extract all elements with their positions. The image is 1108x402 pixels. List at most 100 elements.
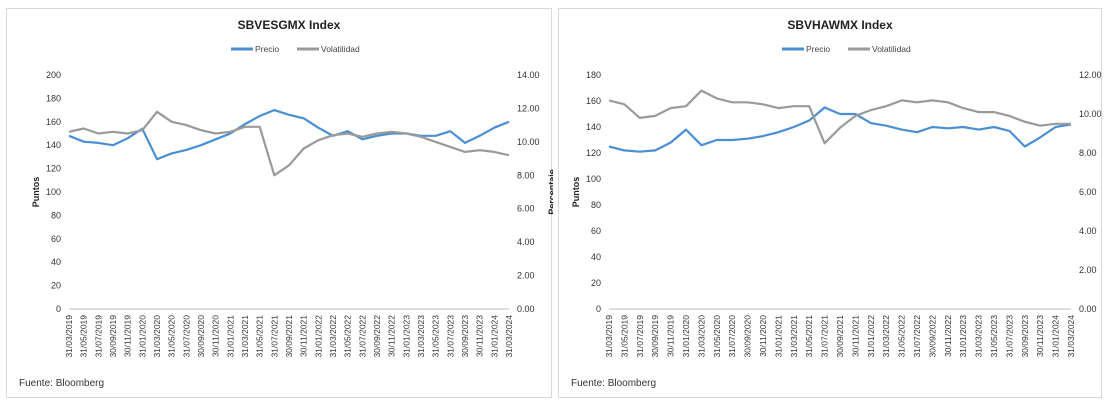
legend-label: Precio [806, 44, 830, 54]
x-tick-label: 30/09/2019 [108, 315, 118, 358]
x-tick-label: 31/01/2022 [866, 315, 876, 358]
x-tick-label: 31/07/2023 [445, 315, 455, 358]
y-axis-title: Puntos [571, 177, 581, 208]
y2-tick-label: 6.00 [1079, 187, 1097, 197]
series-line-precio [608, 106, 1072, 153]
x-tick-label: 30/11/2019 [123, 315, 133, 357]
y-tick-label: 180 [46, 93, 61, 103]
y-tick-label: 140 [586, 122, 601, 132]
x-tick-label: 30/11/2019 [666, 315, 676, 357]
y2-tick-label: 6.00 [517, 204, 535, 214]
x-tick-label: 31/03/2021 [789, 315, 799, 358]
y2-tick-label: 0.00 [517, 304, 535, 314]
y-tick-label: 80 [591, 200, 601, 210]
x-tick-label: 31/07/2021 [820, 315, 830, 358]
chart-title: SBVESGMX Index [238, 18, 341, 32]
chart-panel-sbvesgmx: SBVESGMX Index Precio Volatilidad 0 20 40 60 80… [6, 8, 553, 398]
x-tick-label: 31/01/2024 [1051, 315, 1061, 358]
x-tick-label: 31/01/2023 [958, 315, 968, 358]
x-tick-label: 31/03/2024 [1066, 315, 1076, 358]
y-tick-label: 160 [46, 117, 61, 127]
y-tick-label: 120 [46, 164, 61, 174]
x-tick-label: 31/07/2022 [357, 315, 367, 358]
y-tick-label: 0 [596, 304, 601, 314]
x-tick-label: 31/01/2021 [225, 315, 235, 358]
legend: Precio Volatilidad [782, 44, 911, 54]
x-tick-label: 30/11/2023 [1035, 315, 1045, 357]
x-tick-label: 30/09/2023 [460, 315, 470, 358]
x-tick-label: 31/01/2023 [401, 315, 411, 358]
y2-tick-label: 4.00 [1079, 226, 1097, 236]
y-tick-label: 180 [586, 70, 601, 80]
x-tick-label: 31/03/2021 [240, 315, 250, 358]
x-tick-label: 30/11/2022 [943, 315, 953, 357]
x-tick-label: 31/05/2022 [897, 315, 907, 358]
x-tick-label: 30/09/2023 [1020, 315, 1030, 358]
x-tick-label: 31/07/2021 [269, 315, 279, 358]
y2-tick-label: 8.00 [517, 170, 535, 180]
x-tick-label: 31/07/2022 [912, 315, 922, 358]
x-tick-label: 30/11/2021 [299, 315, 309, 357]
x-tick-label: 31/01/2020 [137, 315, 147, 358]
x-tick-label: 31/01/2020 [681, 315, 691, 358]
chart-title: SBVHAWMX Index [787, 18, 893, 32]
y2-tick-label: 8.00 [1079, 148, 1097, 158]
y-axis-title: Puntos [31, 177, 41, 208]
x-tick-label: 30/09/2021 [284, 315, 294, 358]
y-tick-label: 100 [586, 174, 601, 184]
chart-panel-sbvhawmx: SBVHAWMX Index Precio Volatilidad 0 20 40 60 80… [558, 8, 1102, 398]
x-tick-label: 31/03/2019 [64, 315, 74, 358]
y2-tick-label: 10.00 [1079, 109, 1102, 119]
y2-tick-label: 10.00 [517, 137, 540, 147]
y2-axis-title: Percentaje [547, 169, 553, 215]
legend-label: Precio [255, 44, 279, 54]
y-tick-label: 200 [46, 70, 61, 80]
x-tick-label: 31/07/2020 [727, 315, 737, 358]
x-tick-label: 30/11/2020 [211, 315, 221, 357]
x-tick-label: 31/07/2020 [181, 315, 191, 358]
x-tick-label: 31/01/2021 [773, 315, 783, 358]
y2-tick-label: 2.00 [517, 271, 535, 281]
y2-tick-label: 4.00 [517, 237, 535, 247]
x-tick-label: 30/11/2021 [850, 315, 860, 357]
y2-tick-label: 12.00 [1079, 70, 1102, 80]
x-tick-label: 31/05/2019 [79, 315, 89, 358]
x-tick-label: 30/11/2022 [387, 315, 397, 357]
x-tick-label: 31/03/2024 [504, 315, 514, 358]
x-tick-label: 30/09/2019 [650, 315, 660, 358]
x-tick-label: 31/07/2023 [1004, 315, 1014, 358]
x-tick-label: 31/05/2019 [619, 315, 629, 358]
legend-label: Volatilidad [321, 44, 360, 54]
x-tick-label: 31/07/2019 [93, 315, 103, 358]
y-tick-label: 20 [591, 278, 601, 288]
source-note: Fuente: Bloomberg [19, 378, 105, 389]
y-tick-label: 100 [46, 187, 61, 197]
x-tick-label: 31/01/2024 [489, 315, 499, 358]
legend: Precio Volatilidad [231, 44, 360, 54]
y2-tick-label: 14.00 [517, 70, 540, 80]
y-tick-label: 20 [51, 281, 61, 291]
x-tick-label: 31/03/2023 [974, 315, 984, 358]
x-tick-label: 30/09/2022 [927, 315, 937, 358]
x-tick-label: 31/07/2019 [635, 315, 645, 358]
x-tick-label: 31/05/2020 [167, 315, 177, 358]
y-tick-label: 80 [51, 210, 61, 220]
x-tick-label: 31/01/2022 [313, 315, 323, 358]
x-tick-label: 31/03/2019 [604, 315, 614, 358]
y-tick-label: 40 [591, 252, 601, 262]
x-tick-label: 31/05/2023 [989, 315, 999, 358]
y-tick-label: 60 [591, 226, 601, 236]
x-tick-label: 31/05/2021 [804, 315, 814, 358]
x-tick-label: 31/05/2023 [431, 315, 441, 358]
series-line-volatilidad [608, 89, 1071, 145]
x-tick-label: 30/09/2021 [835, 315, 845, 358]
x-tick-label: 31/05/2022 [343, 315, 353, 358]
y-tick-label: 120 [586, 148, 601, 158]
y-tick-label: 60 [51, 234, 61, 244]
x-tick-label: 31/03/2022 [881, 315, 891, 358]
y-tick-label: 160 [586, 96, 601, 106]
y2-tick-label: 12.00 [517, 103, 540, 113]
x-tick-label: 31/05/2021 [255, 315, 265, 358]
x-tick-label: 31/03/2020 [696, 315, 706, 358]
legend-label: Volatilidad [872, 44, 911, 54]
